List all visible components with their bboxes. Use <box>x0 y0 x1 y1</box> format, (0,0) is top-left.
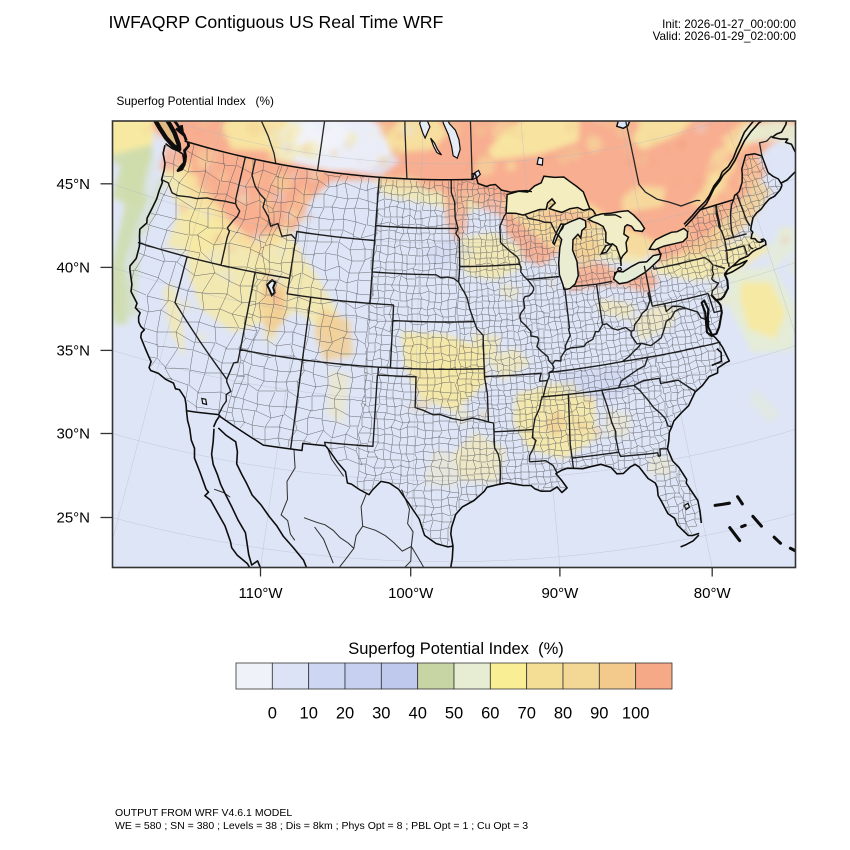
svg-text:70: 70 <box>518 705 536 723</box>
svg-text:50: 50 <box>445 705 463 723</box>
svg-text:30: 30 <box>372 705 390 723</box>
svg-text:40: 40 <box>409 705 427 723</box>
svg-text:110°W: 110°W <box>238 585 283 602</box>
svg-text:40°N: 40°N <box>56 259 90 276</box>
svg-text:25°N: 25°N <box>56 510 90 527</box>
svg-text:80°W: 80°W <box>694 585 732 602</box>
svg-text:Superfog Potential Index (%): Superfog Potential Index (%) <box>348 640 564 658</box>
svg-text:20: 20 <box>336 705 354 723</box>
svg-text:60: 60 <box>481 705 499 723</box>
svg-text:10: 10 <box>300 705 318 723</box>
svg-text:30°N: 30°N <box>56 426 90 443</box>
svg-text:100°W: 100°W <box>388 585 434 602</box>
svg-text:80: 80 <box>554 705 572 723</box>
svg-text:90: 90 <box>590 705 608 723</box>
svg-text:0: 0 <box>268 705 277 723</box>
svg-text:45°N: 45°N <box>56 176 90 193</box>
svg-text:90°W: 90°W <box>541 585 579 602</box>
svg-text:100: 100 <box>622 705 650 723</box>
svg-text:35°N: 35°N <box>56 342 90 359</box>
